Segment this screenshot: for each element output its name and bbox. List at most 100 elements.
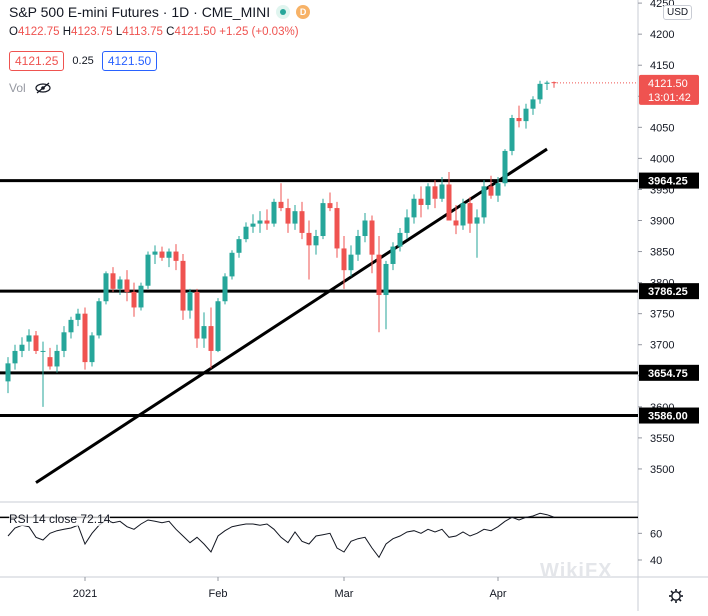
- candles: [5, 80, 638, 407]
- candle-body: [264, 220, 270, 224]
- candle-body: [173, 251, 179, 261]
- gear-icon[interactable]: [668, 588, 684, 604]
- price-tick-label: 4000: [650, 153, 674, 165]
- volume-label: Vol: [9, 81, 26, 95]
- candle-body: [103, 273, 109, 302]
- candle-body: [348, 254, 354, 271]
- candle-body: [404, 217, 410, 233]
- countdown-value: 13:01:42: [648, 92, 691, 104]
- candle-body: [355, 236, 361, 255]
- rsi-value: 72.14: [80, 512, 111, 526]
- symbol-title[interactable]: S&P 500 E-mini Futures · 1D · CME_MINI: [9, 4, 271, 20]
- time-axis[interactable]: 2021 Feb Mar Apr: [73, 577, 507, 600]
- candle-body: [250, 223, 256, 227]
- watermark: WikiFX: [540, 560, 613, 582]
- spread-value: 0.25: [72, 55, 94, 67]
- candle-body: [495, 183, 501, 196]
- high-label: H: [62, 26, 72, 38]
- candle-body: [292, 211, 298, 224]
- candle-body: [460, 203, 466, 226]
- candle-body: [145, 254, 151, 286]
- level-label-bg: [639, 407, 699, 424]
- candle-body: [362, 220, 368, 237]
- open-value: 4122.75: [17, 26, 60, 38]
- candle-body: [432, 186, 438, 199]
- price-axis[interactable]: 3500355036003650370037503800385039003950…: [638, 0, 699, 476]
- candle-body: [306, 232, 312, 246]
- eye-crossed-icon[interactable]: [34, 82, 52, 94]
- time-tick-label: Mar: [335, 588, 354, 600]
- price-tick-label: 3500: [650, 464, 674, 476]
- open-label: O: [9, 26, 18, 38]
- candle-body: [397, 232, 403, 247]
- candle-body: [229, 252, 235, 277]
- candle-body: [446, 184, 452, 221]
- change-value: +1.25 (+0.03%): [219, 26, 299, 38]
- candle-body: [313, 236, 319, 246]
- candle-body: [425, 186, 431, 205]
- candle-body: [12, 350, 18, 364]
- rsi-name: RSI 14 close: [9, 512, 78, 526]
- currency-badge[interactable]: USD: [663, 5, 693, 20]
- last-price-tag: [639, 74, 699, 105]
- candle-body: [285, 208, 291, 224]
- candle-body: [376, 254, 382, 296]
- candle-body: [117, 279, 123, 289]
- level-label: 3586.00: [648, 411, 688, 423]
- candle-body: [474, 217, 480, 224]
- candle-body: [201, 326, 207, 339]
- ohlc-values: O 4122.75 H 4123.75 L 4113.75 C 4121.50 +1.2…: [9, 26, 299, 38]
- candle-body: [33, 335, 39, 351]
- candle-body: [19, 344, 25, 351]
- candle-body: [124, 279, 130, 292]
- price-tick-label: 4050: [650, 122, 674, 134]
- high-value: 4123.75: [71, 26, 113, 38]
- candle-body: [509, 118, 515, 151]
- ask-button[interactable]: 4121.50: [101, 51, 158, 71]
- close-value: 4121.50: [174, 26, 217, 38]
- bid-button[interactable]: 4121.25: [9, 51, 65, 71]
- price-tick-label: 3850: [650, 247, 674, 259]
- candle-body: [40, 350, 46, 352]
- quote-row: 4121.25 0.25 4121.50: [9, 51, 158, 71]
- delayed-badge: D: [296, 5, 311, 19]
- candle-body: [341, 248, 347, 271]
- candle-body: [54, 350, 60, 367]
- last-price-value: 4121.50: [648, 78, 688, 90]
- candle-body: [271, 201, 277, 224]
- level-label-bg: [639, 283, 699, 300]
- candle-body: [47, 357, 53, 367]
- candle-body: [530, 99, 536, 109]
- candle-body: [194, 291, 200, 339]
- price-tick-label: 3750: [650, 309, 674, 321]
- candle-body: [131, 291, 137, 308]
- candle-body: [208, 326, 214, 351]
- candle-body: [390, 246, 396, 264]
- candle-body: [222, 276, 228, 302]
- candle-body: [215, 301, 221, 351]
- price-tick-label: 4250: [650, 0, 674, 10]
- candle-body: [488, 186, 494, 196]
- volume-legend[interactable]: Vol: [9, 81, 52, 95]
- candle-body: [453, 220, 459, 226]
- level-label-bg: [639, 364, 699, 381]
- time-tick-label: Apr: [489, 588, 506, 600]
- low-label: L: [115, 26, 123, 38]
- candle-body: [523, 108, 529, 122]
- candle-body: [516, 118, 522, 122]
- candle-body: [82, 313, 88, 363]
- close-label: C: [166, 26, 175, 38]
- candle-body: [369, 220, 375, 255]
- level-label: 3654.75: [648, 368, 688, 380]
- candle-body: [334, 208, 340, 249]
- candle-body: [187, 291, 193, 311]
- candle-body: [152, 251, 158, 255]
- rsi-tick-label: 60: [650, 528, 662, 540]
- symbol-header[interactable]: S&P 500 E-mini Futures · 1D · CME_MINI D: [9, 4, 311, 20]
- candle-body: [257, 220, 263, 224]
- candle-body: [278, 201, 284, 209]
- rsi-legend[interactable]: RSI 14 close 72.14: [9, 512, 111, 526]
